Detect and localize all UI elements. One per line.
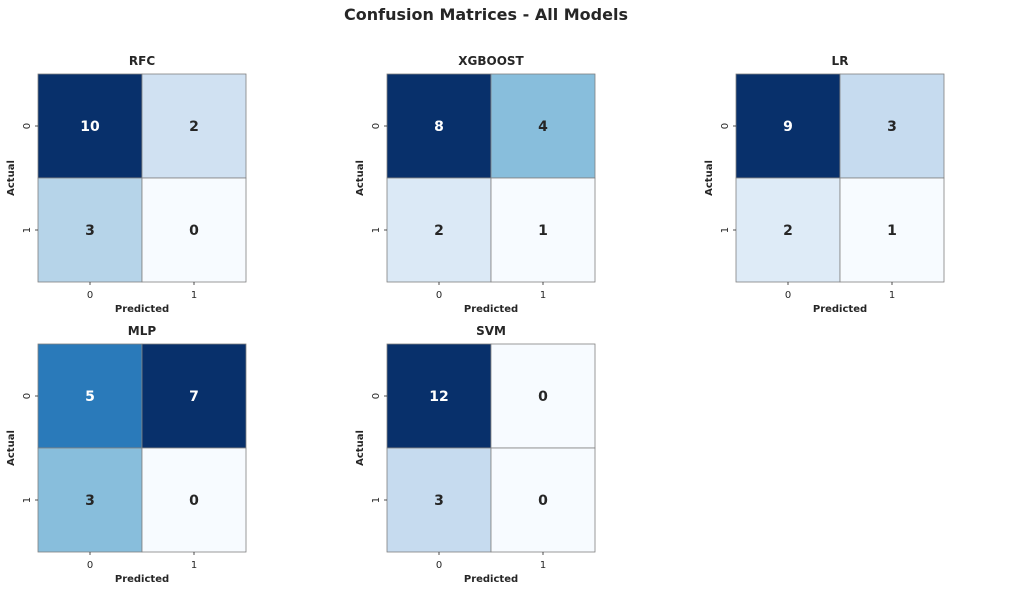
cell-value-label: 3 <box>434 493 444 509</box>
heatmap-cell <box>490 73 596 179</box>
cell-value-label: 0 <box>538 389 548 405</box>
y-tick-label: 0 <box>371 393 382 399</box>
y-axis-label: Actual <box>6 160 17 196</box>
y-axis-label: Actual <box>6 430 17 466</box>
heatmap-cell <box>490 343 596 449</box>
cell-value-label: 0 <box>538 493 548 509</box>
x-tick-label: 0 <box>87 290 93 301</box>
heatmap-cell <box>735 177 841 283</box>
cell-value-label: 12 <box>429 389 448 405</box>
heatmap-panel-mlp: MLP 5 7 3 0 0 1 0 1 Predicted Actual <box>6 324 247 585</box>
x-tick-label: 1 <box>191 560 197 571</box>
cell-value-label: 3 <box>85 493 95 509</box>
cell-value-label: 9 <box>783 119 793 135</box>
heatmap-cell <box>141 73 247 179</box>
heatmap-cell <box>386 177 492 283</box>
heatmap-cell <box>386 343 492 449</box>
cell-value-label: 1 <box>887 223 897 239</box>
cell-value-label: 2 <box>189 119 199 135</box>
cell-value-label: 7 <box>189 389 199 405</box>
heatmap-cell <box>141 177 247 283</box>
x-axis-label: Predicted <box>115 304 169 315</box>
heatmap-cell <box>839 73 945 179</box>
figure-title: Confusion Matrices - All Models <box>344 5 628 24</box>
y-tick-label: 1 <box>720 227 731 233</box>
heatmap-panel-xgboost: XGBOOST 8 4 2 1 0 1 0 1 Predicted Actual <box>355 54 596 315</box>
cell-value-label: 5 <box>85 389 95 405</box>
heatmap-cell <box>490 177 596 283</box>
heatmap-cell <box>490 447 596 553</box>
panel-title: MLP <box>128 324 157 338</box>
y-tick-label: 0 <box>371 123 382 129</box>
y-tick-label: 1 <box>371 227 382 233</box>
heatmap-panel-svm: SVM 12 0 3 0 0 1 0 1 Predicted Actual <box>355 324 596 585</box>
cell-value-label: 10 <box>80 119 100 135</box>
x-tick-label: 1 <box>540 560 546 571</box>
y-tick-label: 0 <box>22 393 33 399</box>
y-axis-label: Actual <box>355 430 366 466</box>
heatmap-cell <box>141 447 247 553</box>
cell-value-label: 8 <box>434 119 444 135</box>
x-axis-label: Predicted <box>464 574 518 585</box>
x-tick-label: 1 <box>540 290 546 301</box>
x-tick-label: 0 <box>436 290 442 301</box>
x-tick-label: 1 <box>889 290 895 301</box>
panel-title: LR <box>832 54 849 68</box>
x-tick-label: 0 <box>87 560 93 571</box>
cell-value-label: 0 <box>189 223 199 239</box>
panel-title: RFC <box>129 54 155 68</box>
y-tick-label: 1 <box>22 497 33 503</box>
y-tick-label: 0 <box>720 123 731 129</box>
heatmap-cell <box>37 177 143 283</box>
cell-value-label: 2 <box>783 223 793 239</box>
cell-value-label: 1 <box>538 223 548 239</box>
cell-value-label: 3 <box>85 223 95 239</box>
y-tick-label: 0 <box>22 123 33 129</box>
panel-title: XGBOOST <box>458 54 524 68</box>
x-axis-label: Predicted <box>115 574 169 585</box>
cell-value-label: 3 <box>887 119 897 135</box>
x-axis-label: Predicted <box>464 304 518 315</box>
heatmap-cell <box>141 343 247 449</box>
x-tick-label: 1 <box>191 290 197 301</box>
panel-title: SVM <box>476 324 506 338</box>
cell-value-label: 0 <box>189 493 199 509</box>
y-tick-label: 1 <box>371 497 382 503</box>
y-tick-label: 1 <box>22 227 33 233</box>
heatmap-cell <box>386 447 492 553</box>
cell-value-label: 4 <box>538 119 548 135</box>
heatmap-cell <box>37 73 143 179</box>
heatmap-panel-lr: LR 9 3 2 1 0 1 0 1 Predicted Actual <box>704 54 945 315</box>
y-axis-label: Actual <box>355 160 366 196</box>
y-axis-label: Actual <box>704 160 715 196</box>
heatmap-cell <box>37 343 143 449</box>
heatmap-cell <box>839 177 945 283</box>
x-tick-label: 0 <box>785 290 791 301</box>
x-tick-label: 0 <box>436 560 442 571</box>
x-axis-label: Predicted <box>813 304 867 315</box>
heatmap-cell <box>37 447 143 553</box>
cell-value-label: 2 <box>434 223 444 239</box>
